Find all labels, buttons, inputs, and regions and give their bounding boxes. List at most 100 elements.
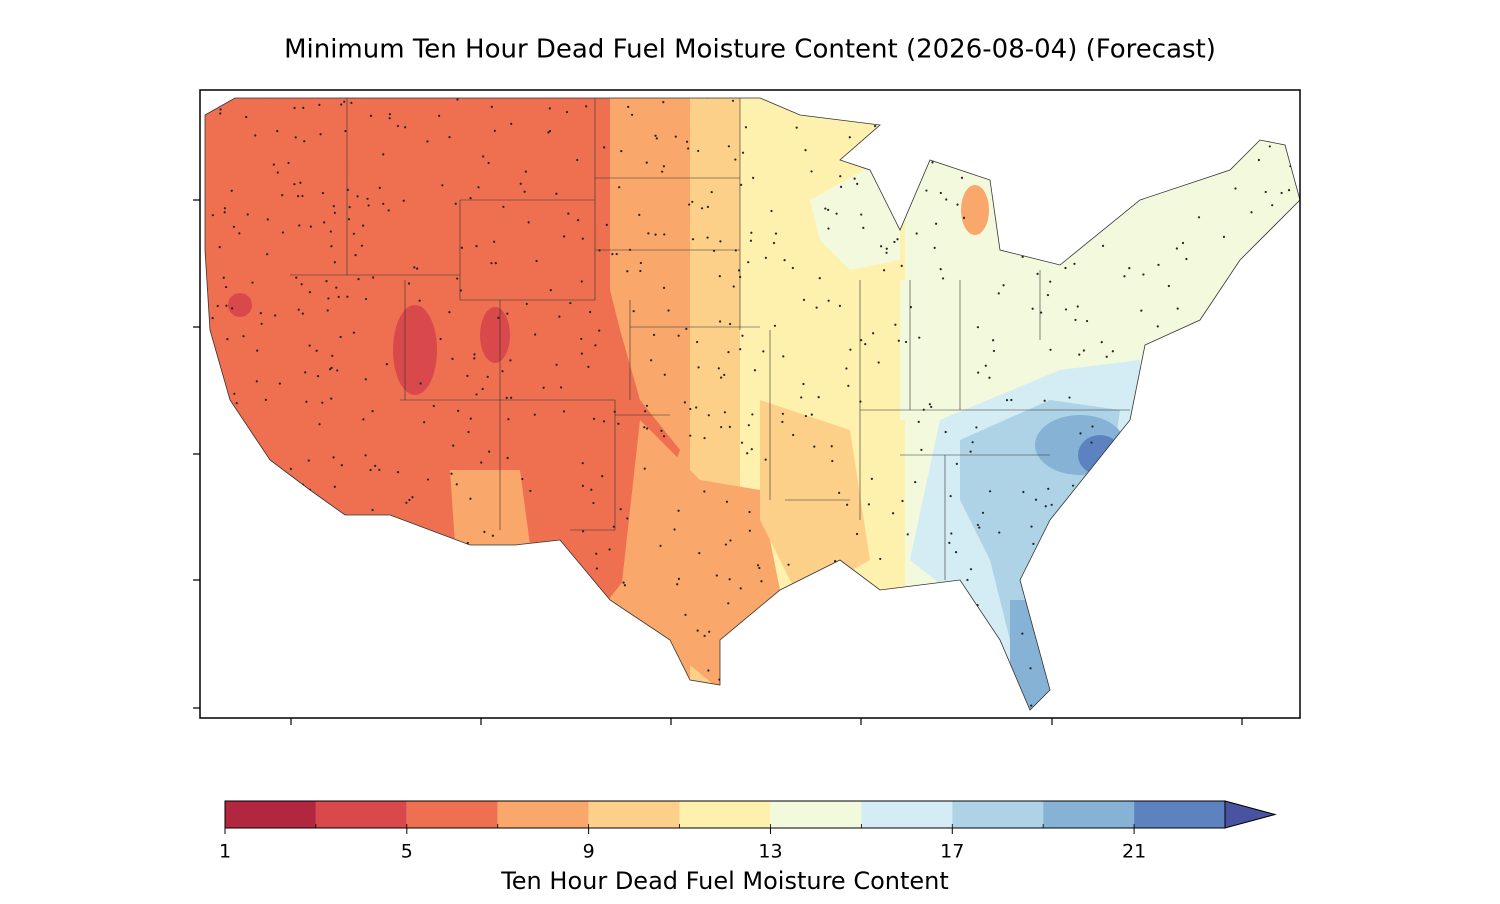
- station: [984, 364, 987, 367]
- station: [928, 403, 931, 406]
- station: [469, 417, 472, 420]
- station: [770, 209, 773, 213]
- frame-ticks: [193, 199, 1243, 725]
- station: [773, 324, 777, 327]
- station: [1119, 122, 1122, 126]
- colorbar-segment: [588, 801, 680, 828]
- station: [628, 248, 632, 251]
- station: [469, 497, 472, 500]
- station: [211, 564, 214, 567]
- station: [219, 108, 222, 111]
- station: [344, 129, 347, 133]
- station: [899, 608, 902, 611]
- station: [938, 706, 941, 709]
- station: [880, 245, 883, 248]
- station: [706, 236, 709, 239]
- station: [330, 245, 333, 248]
- station: [663, 373, 666, 376]
- station: [1199, 633, 1202, 636]
- station: [346, 295, 349, 298]
- station: [461, 656, 464, 660]
- station: [259, 312, 262, 315]
- colorbar-segment: [225, 801, 316, 828]
- station: [402, 199, 405, 202]
- station: [663, 233, 666, 236]
- station: [1178, 382, 1181, 385]
- station: [615, 252, 618, 256]
- station: [308, 291, 312, 294]
- station: [1010, 398, 1013, 402]
- station: [223, 211, 226, 214]
- station: [1111, 704, 1114, 707]
- station: [547, 131, 550, 134]
- station: [896, 238, 899, 241]
- station: [260, 322, 263, 325]
- station: [723, 373, 726, 376]
- station: [949, 494, 952, 498]
- station: [1036, 272, 1039, 276]
- station: [497, 316, 500, 319]
- station: [783, 259, 786, 262]
- station: [696, 340, 699, 344]
- station: [872, 332, 875, 335]
- station: [372, 573, 375, 576]
- station: [815, 306, 818, 309]
- station: [209, 406, 212, 409]
- station: [734, 648, 737, 652]
- map-frame: [199, 89, 1301, 719]
- station: [707, 669, 710, 672]
- station: [581, 484, 584, 487]
- colorbar-tick-label: 13: [758, 841, 782, 863]
- station: [1155, 641, 1158, 645]
- station: [243, 490, 246, 493]
- station: [333, 211, 336, 214]
- station: [406, 561, 409, 564]
- station: [1205, 524, 1209, 527]
- station: [691, 200, 694, 203]
- station: [452, 679, 456, 682]
- station: [487, 161, 490, 165]
- station: [502, 205, 505, 208]
- station: [1021, 632, 1024, 635]
- station: [1034, 498, 1038, 501]
- station: [708, 630, 711, 633]
- station: [1073, 262, 1076, 265]
- station: [1095, 474, 1098, 477]
- station: [1079, 432, 1082, 435]
- station: [226, 338, 229, 341]
- station: [346, 188, 349, 191]
- station: [229, 609, 232, 612]
- station: [1174, 123, 1177, 126]
- station: [1289, 358, 1292, 361]
- station: [752, 176, 755, 180]
- station: [323, 221, 326, 224]
- station: [1091, 425, 1094, 428]
- station: [319, 133, 322, 136]
- station: [626, 517, 629, 520]
- station: [580, 337, 583, 341]
- station: [915, 232, 918, 235]
- station: [524, 170, 527, 173]
- station: [882, 155, 885, 158]
- station: [1085, 533, 1088, 536]
- station: [1036, 223, 1039, 226]
- station: [1167, 536, 1170, 539]
- station: [976, 608, 979, 611]
- station: [411, 496, 414, 499]
- station: [1200, 423, 1203, 426]
- station: [347, 522, 350, 525]
- station: [956, 203, 959, 206]
- station: [1264, 647, 1267, 651]
- station: [505, 396, 508, 399]
- station: [617, 665, 620, 669]
- station: [1226, 567, 1229, 570]
- station: [969, 568, 973, 571]
- station: [1072, 103, 1075, 106]
- station: [1089, 552, 1092, 555]
- station: [1101, 705, 1104, 709]
- station: [457, 409, 460, 412]
- station: [1174, 351, 1177, 354]
- station: [753, 628, 756, 631]
- station: [205, 611, 209, 614]
- station: [1275, 98, 1279, 100]
